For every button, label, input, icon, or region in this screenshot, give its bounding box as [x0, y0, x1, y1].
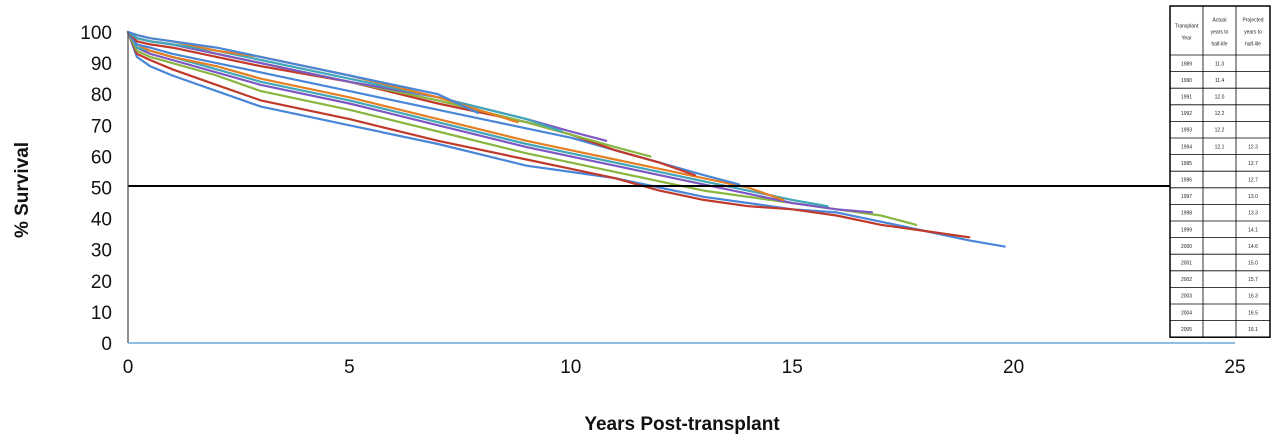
y-tick-label: 50 — [91, 179, 112, 200]
y-tick-label: 60 — [91, 147, 112, 168]
table-cell: 2000 — [1181, 244, 1192, 250]
table-cell: 2002 — [1181, 277, 1192, 283]
table-cell: 12.1 — [1215, 144, 1225, 150]
series-line-4 — [126, 30, 873, 214]
table-cell: 1994 — [1181, 144, 1192, 150]
table-header-text: Year — [1181, 36, 1191, 42]
table-cell: 14.6 — [1248, 244, 1258, 250]
table-cell: 12.2 — [1215, 128, 1225, 134]
y-tick-label: 10 — [91, 303, 112, 324]
x-tick-label: 25 — [1224, 357, 1245, 378]
table-cell: 14.1 — [1248, 227, 1258, 233]
table-cell: 15.7 — [1248, 277, 1258, 283]
series-line-13 — [126, 30, 479, 114]
table-cell: 11.4 — [1215, 78, 1225, 84]
table-cell: 1997 — [1181, 194, 1192, 200]
table-cell: 12.7 — [1248, 178, 1258, 184]
table-cell: 12.7 — [1248, 161, 1258, 167]
table-header-text: half-life — [1245, 42, 1261, 48]
y-tick-label: 0 — [101, 334, 112, 355]
table-cell: 1998 — [1181, 211, 1192, 217]
table-header-text: half-life — [1211, 42, 1227, 48]
table-cell: 1999 — [1181, 227, 1192, 233]
table-cell: 13.3 — [1248, 211, 1258, 217]
table-cell: 1989 — [1181, 61, 1192, 67]
x-tick-label: 15 — [782, 357, 803, 378]
series-line-1 — [126, 30, 1006, 248]
y-tick-label: 90 — [91, 54, 112, 75]
y-tick-label: 100 — [80, 23, 112, 44]
table-cell: 16.3 — [1248, 294, 1258, 300]
y-tick-label: 30 — [91, 241, 112, 262]
table-header-text: years to — [1244, 30, 1262, 36]
table-frame — [1169, 5, 1271, 338]
table-header-text: years to — [1211, 30, 1229, 36]
y-tick-label: 70 — [91, 116, 112, 137]
table-cell: 11.3 — [1215, 61, 1225, 67]
table-cell: 13.0 — [1248, 194, 1258, 200]
table-cell: 12.2 — [1215, 111, 1225, 117]
table-cell: 12.3 — [1248, 144, 1258, 150]
table-header-text: Projected — [1242, 18, 1263, 24]
table-cell: 1992 — [1181, 111, 1192, 117]
y-tick-label: 40 — [91, 210, 112, 231]
x-tick-label: 20 — [1003, 357, 1024, 378]
table-cell: 2005 — [1181, 327, 1192, 333]
table-cell: 1995 — [1181, 161, 1192, 167]
series-layer — [126, 30, 1006, 248]
table-cell: 1996 — [1181, 178, 1192, 184]
table-header-text: Transplant — [1175, 24, 1199, 30]
table-cell: 12.0 — [1215, 95, 1225, 101]
table-cell: 16.5 — [1248, 310, 1258, 316]
table-cell: 2001 — [1181, 261, 1192, 267]
table-cell: 16.1 — [1248, 327, 1258, 333]
tick-layer: 0 5 10 15 20 25 0 10 20 30 40 50 60 70 80 90 100 — [80, 23, 1245, 378]
x-tick-label: 10 — [560, 357, 581, 378]
table-cell: 2003 — [1181, 294, 1192, 300]
table-cell: 1993 — [1181, 128, 1192, 134]
table-cell: 15.0 — [1248, 261, 1258, 267]
table-cell: 1991 — [1181, 95, 1192, 101]
series-line-6 — [126, 30, 785, 201]
y-tick-label: 20 — [91, 272, 112, 293]
series-line-11 — [126, 30, 563, 133]
x-axis-title: Years Post-transplant — [584, 414, 780, 435]
y-tick-label: 80 — [91, 85, 112, 106]
table-header-text: Actual — [1213, 18, 1227, 24]
y-axis-title: % Survival — [12, 142, 33, 238]
x-tick-label: 0 — [123, 357, 134, 378]
half-life-table: Transplant Year Actual years to half-life Pro… — [1169, 5, 1271, 338]
table-cell: 1990 — [1181, 78, 1192, 84]
series-line-2 — [126, 30, 971, 239]
x-tick-label: 5 — [344, 357, 355, 378]
table-cell: 2004 — [1181, 310, 1192, 316]
